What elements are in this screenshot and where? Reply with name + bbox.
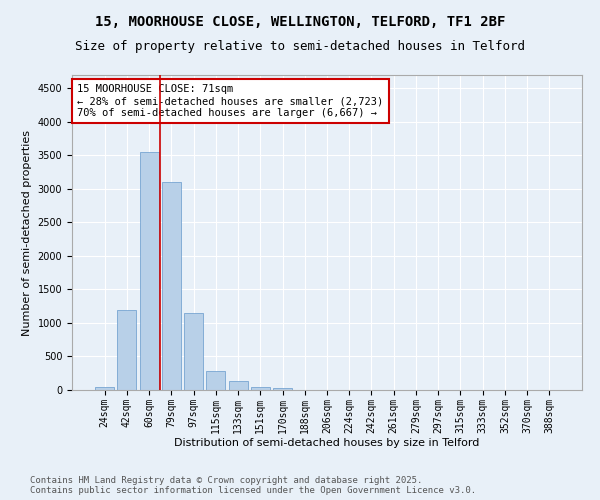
X-axis label: Distribution of semi-detached houses by size in Telford: Distribution of semi-detached houses by … — [175, 438, 479, 448]
Bar — [162, 182, 181, 390]
Text: Size of property relative to semi-detached houses in Telford: Size of property relative to semi-detach… — [75, 40, 525, 53]
Text: 15, MOORHOUSE CLOSE, WELLINGTON, TELFORD, TF1 2BF: 15, MOORHOUSE CLOSE, WELLINGTON, TELFORD… — [95, 15, 505, 29]
Bar — [118, 310, 136, 390]
Bar — [95, 386, 114, 390]
Bar — [206, 371, 225, 390]
Text: Contains HM Land Registry data © Crown copyright and database right 2025.: Contains HM Land Registry data © Crown c… — [30, 476, 422, 485]
Bar — [140, 152, 158, 390]
Text: Contains public sector information licensed under the Open Government Licence v3: Contains public sector information licen… — [30, 486, 476, 495]
Text: 15 MOORHOUSE CLOSE: 71sqm
← 28% of semi-detached houses are smaller (2,723)
70% : 15 MOORHOUSE CLOSE: 71sqm ← 28% of semi-… — [77, 84, 383, 117]
Y-axis label: Number of semi-detached properties: Number of semi-detached properties — [22, 130, 32, 336]
Bar — [251, 386, 270, 390]
Bar — [229, 382, 248, 390]
Bar — [273, 388, 292, 390]
Bar — [184, 313, 203, 390]
